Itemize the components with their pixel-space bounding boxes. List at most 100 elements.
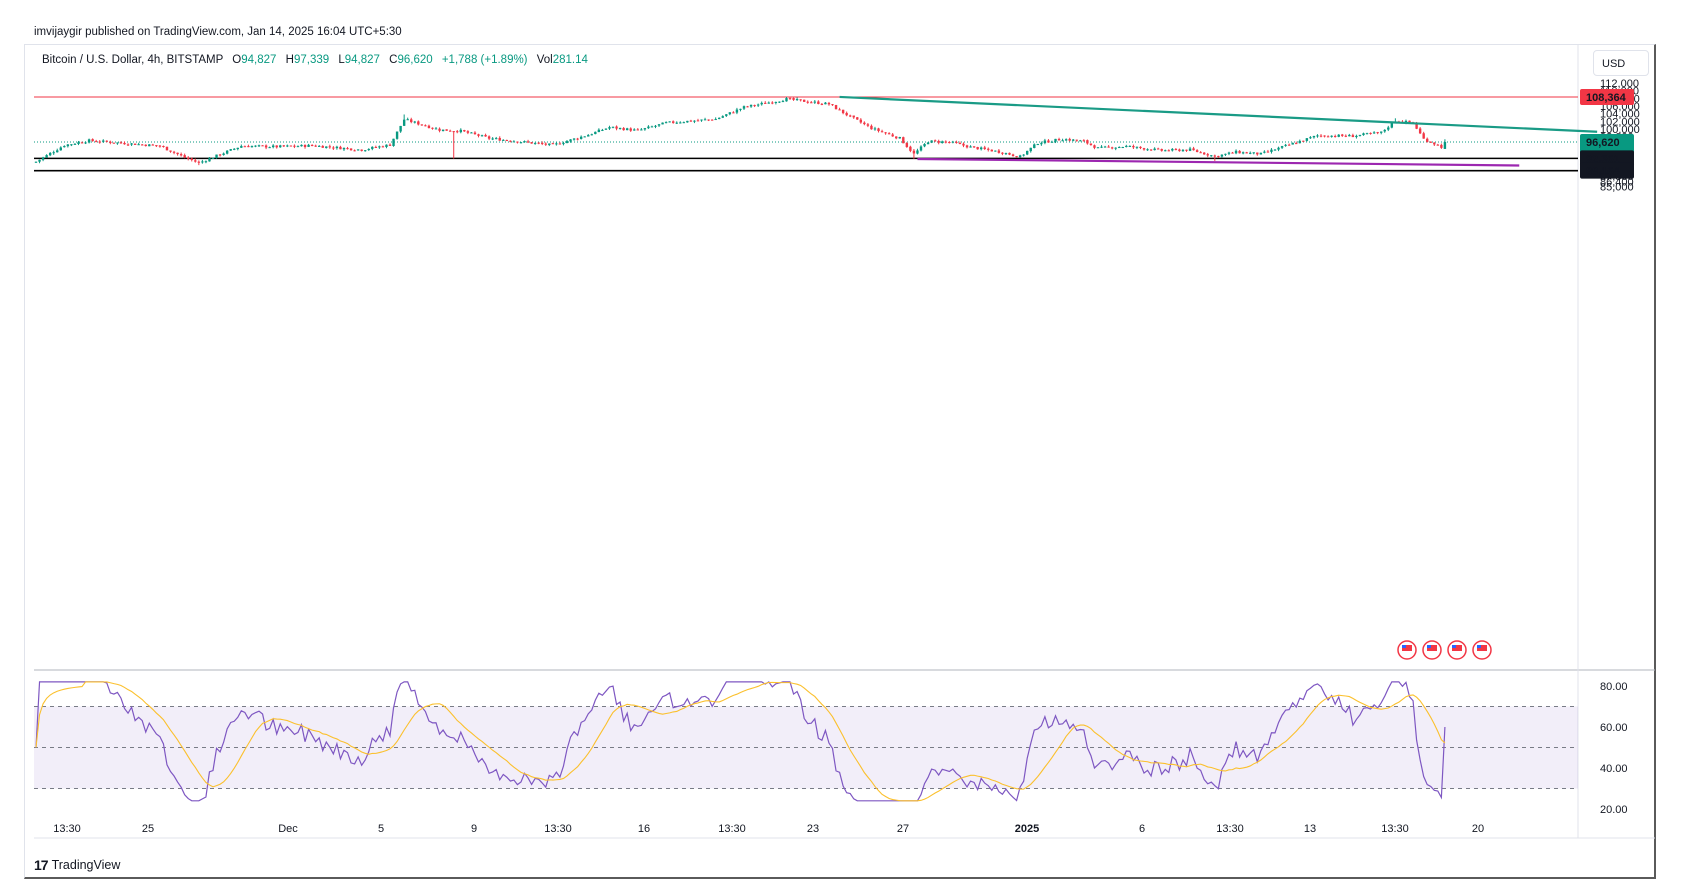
candle-body [1022,154,1025,156]
candle-body [965,145,969,148]
candle-body [286,145,289,147]
candle-body [402,119,406,126]
candle-body [654,125,657,127]
time-tick-label: 20 [1472,823,1484,835]
candle-body [1139,146,1142,149]
flag-stripe-icon [1402,645,1412,651]
candle-body [576,138,579,140]
candle-body [158,145,162,147]
candle-body [148,144,151,147]
candle-body [788,98,792,100]
candle-body [102,140,105,142]
candle-body [1082,140,1086,142]
candle-body [162,145,165,148]
candle-body [385,144,388,147]
candle-body [1011,154,1015,156]
candle-body [456,131,459,133]
candle-body [799,99,802,101]
candle-body [1089,143,1093,145]
candle-body [618,127,622,129]
candle-body [633,129,636,131]
candle-body [1008,152,1011,155]
candle-body [611,126,615,128]
candle-body [222,153,225,156]
candle-body [399,125,402,132]
candle-body [1050,141,1054,143]
candle-body [1252,152,1255,154]
candle-body [1029,147,1032,152]
candle-body [303,144,307,147]
candle-body [1295,143,1298,145]
candle-body [1107,146,1110,148]
candle-body [771,102,774,104]
candle-body [1199,152,1202,154]
currency-button[interactable]: USD [1593,50,1649,76]
volume-value: 281.14 [552,54,588,66]
candle-body [420,124,424,126]
candle-body [59,147,62,151]
candle-body [735,109,739,113]
candle-body [742,106,746,109]
time-tick-label: 27 [897,823,909,835]
time-tick-label: 23 [807,823,819,835]
candle-body [643,128,647,130]
candle-body [1057,139,1061,141]
candle-body [480,135,484,137]
candle-body [325,146,328,149]
candle-body [810,102,813,104]
candle-body [91,139,94,142]
candle-body [958,142,962,144]
candle-body [1100,146,1103,148]
candle-body [505,140,509,142]
candle-body [1341,134,1344,136]
low-label: L [338,54,345,66]
candle-body [1121,147,1124,149]
time-tick-label: 13:30 [1216,823,1244,835]
candle-body [760,102,763,105]
candle-body [1326,136,1330,138]
candle-body [1185,149,1188,151]
candle-body [487,136,491,139]
candle-body [1220,154,1224,157]
candle-body [410,119,413,123]
candle-body [572,138,576,140]
candle-body [509,140,512,142]
chart-frame [24,44,1656,879]
candle-body [625,128,629,131]
tradingview-logo-icon: 17 [34,857,49,873]
candle-body [463,130,466,132]
candle-body [764,102,767,104]
candle-body [424,125,427,127]
candle-body [94,141,98,143]
candle-body [601,129,604,131]
candle-body [1319,135,1323,137]
candle-body [1355,135,1358,138]
candle-body [1213,155,1217,157]
candle-body [728,112,732,115]
candle-body [1387,127,1390,130]
flag-canton-icon [1402,645,1406,648]
candle-body [1018,155,1022,158]
rsi-ma-line [35,681,1446,802]
candle-body [349,148,353,151]
candle-body [1181,149,1185,152]
price-tick-label: 104,000 [1600,109,1640,121]
candle-body [1256,152,1259,155]
low-value: 94,827 [344,54,380,66]
candle-body [997,150,1001,153]
candle-body [749,104,753,107]
candle-body [594,131,597,135]
candle-body [590,134,593,136]
candle-body [516,141,519,143]
candle-body [1206,154,1209,156]
candle-body [622,128,625,131]
candle-body [718,117,721,120]
candle-body [264,145,268,148]
brand-name: TradingView [51,858,121,872]
candle-body [448,130,452,132]
candle-body [664,122,668,124]
candle-body [1270,149,1273,152]
candle-body [937,141,940,143]
candle-body [1188,148,1192,151]
